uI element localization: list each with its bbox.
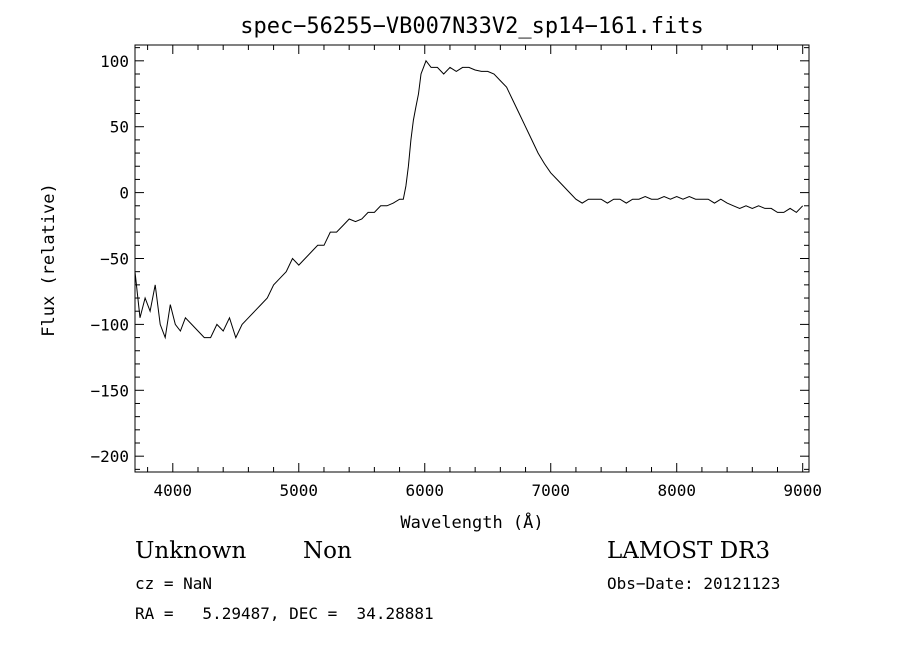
x-tick-label: 5000 [280,481,319,500]
object-subtype: Non [303,538,352,564]
y-tick-label: −100 [90,315,129,334]
ra-dec: RA = 5.29487, DEC = 34.28881 [135,604,434,623]
y-tick-label: −200 [90,447,129,466]
y-tick-label: −50 [100,250,129,269]
x-tick-label: 7000 [531,481,570,500]
obs-date: Obs−Date: 20121123 [607,574,781,593]
x-tick-label: 4000 [154,481,193,500]
y-tick-label: −150 [90,381,129,400]
cz-value: cz = NaN [135,574,213,593]
plot-frame [134,44,810,473]
x-tick-label: 6000 [405,481,444,500]
y-axis-label: Flux (relative) [39,183,59,337]
x-tick-label: 8000 [657,481,696,500]
y-tick-label: 50 [110,118,129,137]
x-axis-label: Wavelength (Å) [400,511,543,533]
chart-title: spec−56255−VB007N33V2_sp14−161.fits [240,14,704,39]
survey-name: LAMOST DR3 [607,538,771,564]
spectrum-line [134,59,804,340]
y-tick-label: 100 [100,52,129,71]
object-type: Unknown [135,538,247,564]
x-tick-label: 9000 [783,481,822,500]
y-tick-label: 0 [119,184,129,203]
